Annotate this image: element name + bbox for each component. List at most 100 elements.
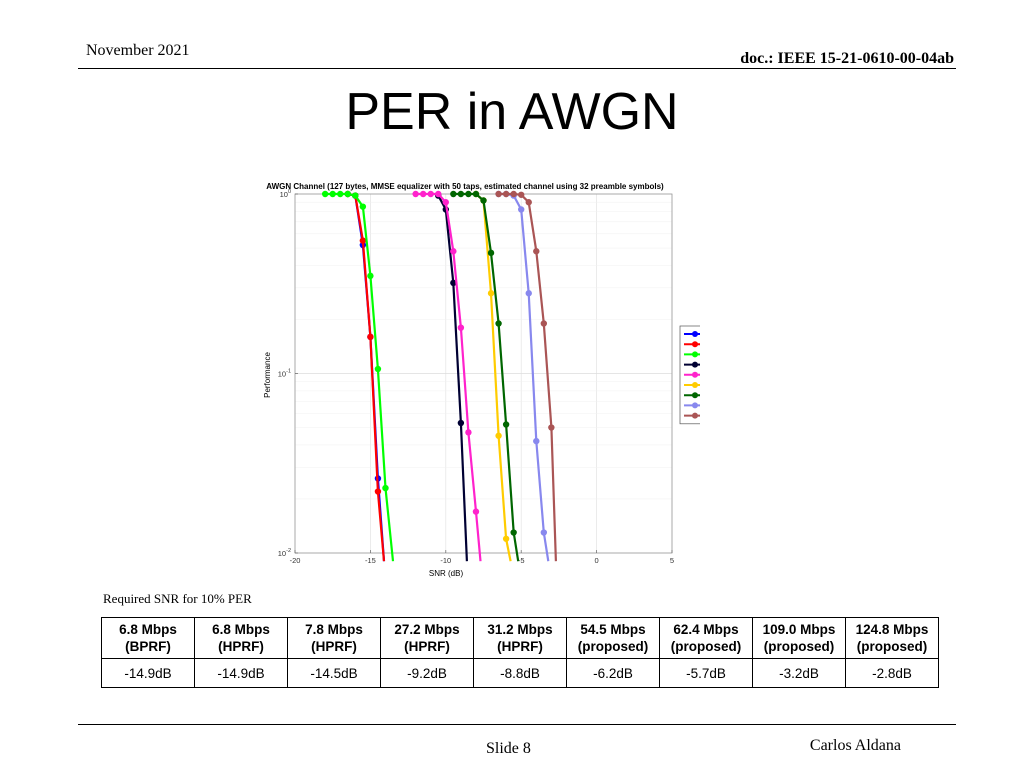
data-point [359, 237, 367, 244]
legend-swatch-marker [692, 341, 698, 348]
data-point [525, 290, 532, 297]
data-point [540, 320, 548, 327]
table-header-line: 109.0 Mbps [762, 622, 836, 637]
series-group [412, 190, 482, 562]
legend-swatch-marker [692, 361, 698, 368]
table-header-cell: 62.4 Mbps (proposed) [659, 617, 753, 659]
x-axis-label: SNR (dB) [429, 569, 464, 578]
data-point [502, 535, 510, 542]
series-group [321, 190, 395, 562]
table-header-line: (HPRF) [497, 639, 543, 654]
table-header-cell: 109.0 Mbps (proposed) [752, 617, 846, 659]
y-tick-exponent: 0 [288, 189, 291, 195]
data-point [510, 190, 517, 198]
table-header-line: (BPRF) [125, 639, 171, 654]
data-point [533, 248, 540, 255]
table-value-cell: -14.9dB [194, 658, 288, 688]
data-point [548, 424, 555, 431]
table-header-line: (HPRF) [311, 639, 357, 654]
legend-swatch-marker [692, 351, 698, 358]
legend-swatch-marker [692, 412, 698, 419]
table-header-cell: 27.2 Mbps (HPRF) [380, 617, 474, 659]
data-point [450, 248, 457, 255]
y-tick-label: 100 [280, 189, 291, 199]
y-axis-label: Performance [263, 352, 272, 398]
x-tick-label: 5 [670, 556, 674, 565]
legend-swatch-marker [692, 402, 698, 409]
data-point [525, 199, 532, 206]
table-header-line: 54.5 Mbps [580, 622, 646, 637]
table-value-cell: -14.9dB [101, 658, 195, 688]
x-tick-label: 0 [595, 556, 599, 565]
snr-table: 6.8 Mbps (BPRF) 6.8 Mbps (HPRF) 7.8 Mbps (HPR… [101, 617, 939, 688]
data-point [457, 324, 465, 331]
legend-swatch-marker [692, 382, 698, 388]
legend-swatch-marker [692, 331, 698, 337]
data-point [533, 437, 540, 445]
table-header-cell: 31.2 Mbps (HPRF) [473, 617, 567, 659]
footer-author: Carlos Aldana [809, 737, 901, 754]
data-point [344, 190, 351, 198]
table-header-line: 6.8 Mbps [212, 622, 270, 637]
data-point [359, 203, 367, 210]
data-point [487, 249, 495, 257]
data-point [367, 333, 374, 341]
data-point [465, 429, 472, 436]
data-point [450, 279, 457, 287]
data-point [472, 508, 480, 515]
data-point [427, 190, 434, 198]
data-point [495, 320, 502, 327]
data-point [510, 529, 517, 536]
data-point [329, 190, 336, 198]
data-point [502, 421, 510, 428]
data-point [450, 190, 457, 198]
table-header-line: 6.8 Mbps [119, 622, 177, 637]
data-point [442, 199, 449, 206]
x-tick-label: -20 [290, 556, 301, 565]
data-point [457, 190, 465, 198]
table-header-cell: 6.8 Mbps (HPRF) [194, 617, 288, 659]
data-point [382, 484, 389, 492]
footer-divider [78, 724, 956, 725]
data-point [480, 197, 487, 204]
y-tick-exponent: -2 [286, 548, 291, 554]
header-divider [78, 68, 956, 69]
chart-title: AWGN Channel (127 bytes, MMSE equalizer … [266, 182, 664, 191]
table-header-line: (proposed) [577, 639, 649, 654]
table-header-line: 124.8 Mbps [855, 622, 929, 637]
table-value-cell: -9.2dB [380, 658, 474, 688]
series-line [415, 192, 482, 562]
table-header-line: 7.8 Mbps [305, 622, 363, 637]
data-point [321, 190, 329, 198]
data-point [495, 190, 502, 198]
y-tick-exponent: -1 [286, 369, 291, 375]
data-point [337, 190, 344, 198]
per-chart: AWGN Channel (127 bytes, MMSE equalizer … [263, 182, 700, 578]
series-group [450, 190, 520, 562]
table-header-line: 31.2 Mbps [487, 622, 553, 637]
table-header-cell: 6.8 Mbps (BPRF) [101, 617, 195, 659]
x-tick-label: -5 [518, 556, 525, 565]
table-value-cell: -6.2dB [566, 658, 660, 688]
table-value-cell: -3.2dB [752, 658, 846, 688]
legend-swatch-marker [692, 371, 698, 378]
x-tick-label: -15 [365, 556, 376, 565]
header-doc-id: doc.: IEEE 15-21-0610-00-04ab [740, 50, 954, 67]
data-point [495, 432, 502, 439]
data-point [540, 529, 548, 536]
series-line [453, 192, 520, 562]
data-point [457, 419, 465, 427]
x-tick-label: -10 [440, 556, 451, 565]
table-header-cell: 124.8 Mbps (proposed) [845, 617, 939, 659]
data-point [412, 190, 419, 198]
table-value-row: -14.9dB -14.9dB -14.5dB -9.2dB -8.8dB -6.2dB -… [101, 658, 939, 688]
legend-swatch-marker [692, 392, 698, 399]
table-header-cell: 7.8 Mbps (HPRF) [287, 617, 381, 659]
table-header-line: (HPRF) [404, 639, 450, 654]
data-point [374, 365, 382, 373]
table-value-cell: -8.8dB [473, 658, 567, 688]
table-header-line: 62.4 Mbps [673, 622, 739, 637]
data-point [419, 190, 427, 198]
data-point [487, 290, 495, 297]
y-tick-label: 10-2 [278, 548, 291, 558]
